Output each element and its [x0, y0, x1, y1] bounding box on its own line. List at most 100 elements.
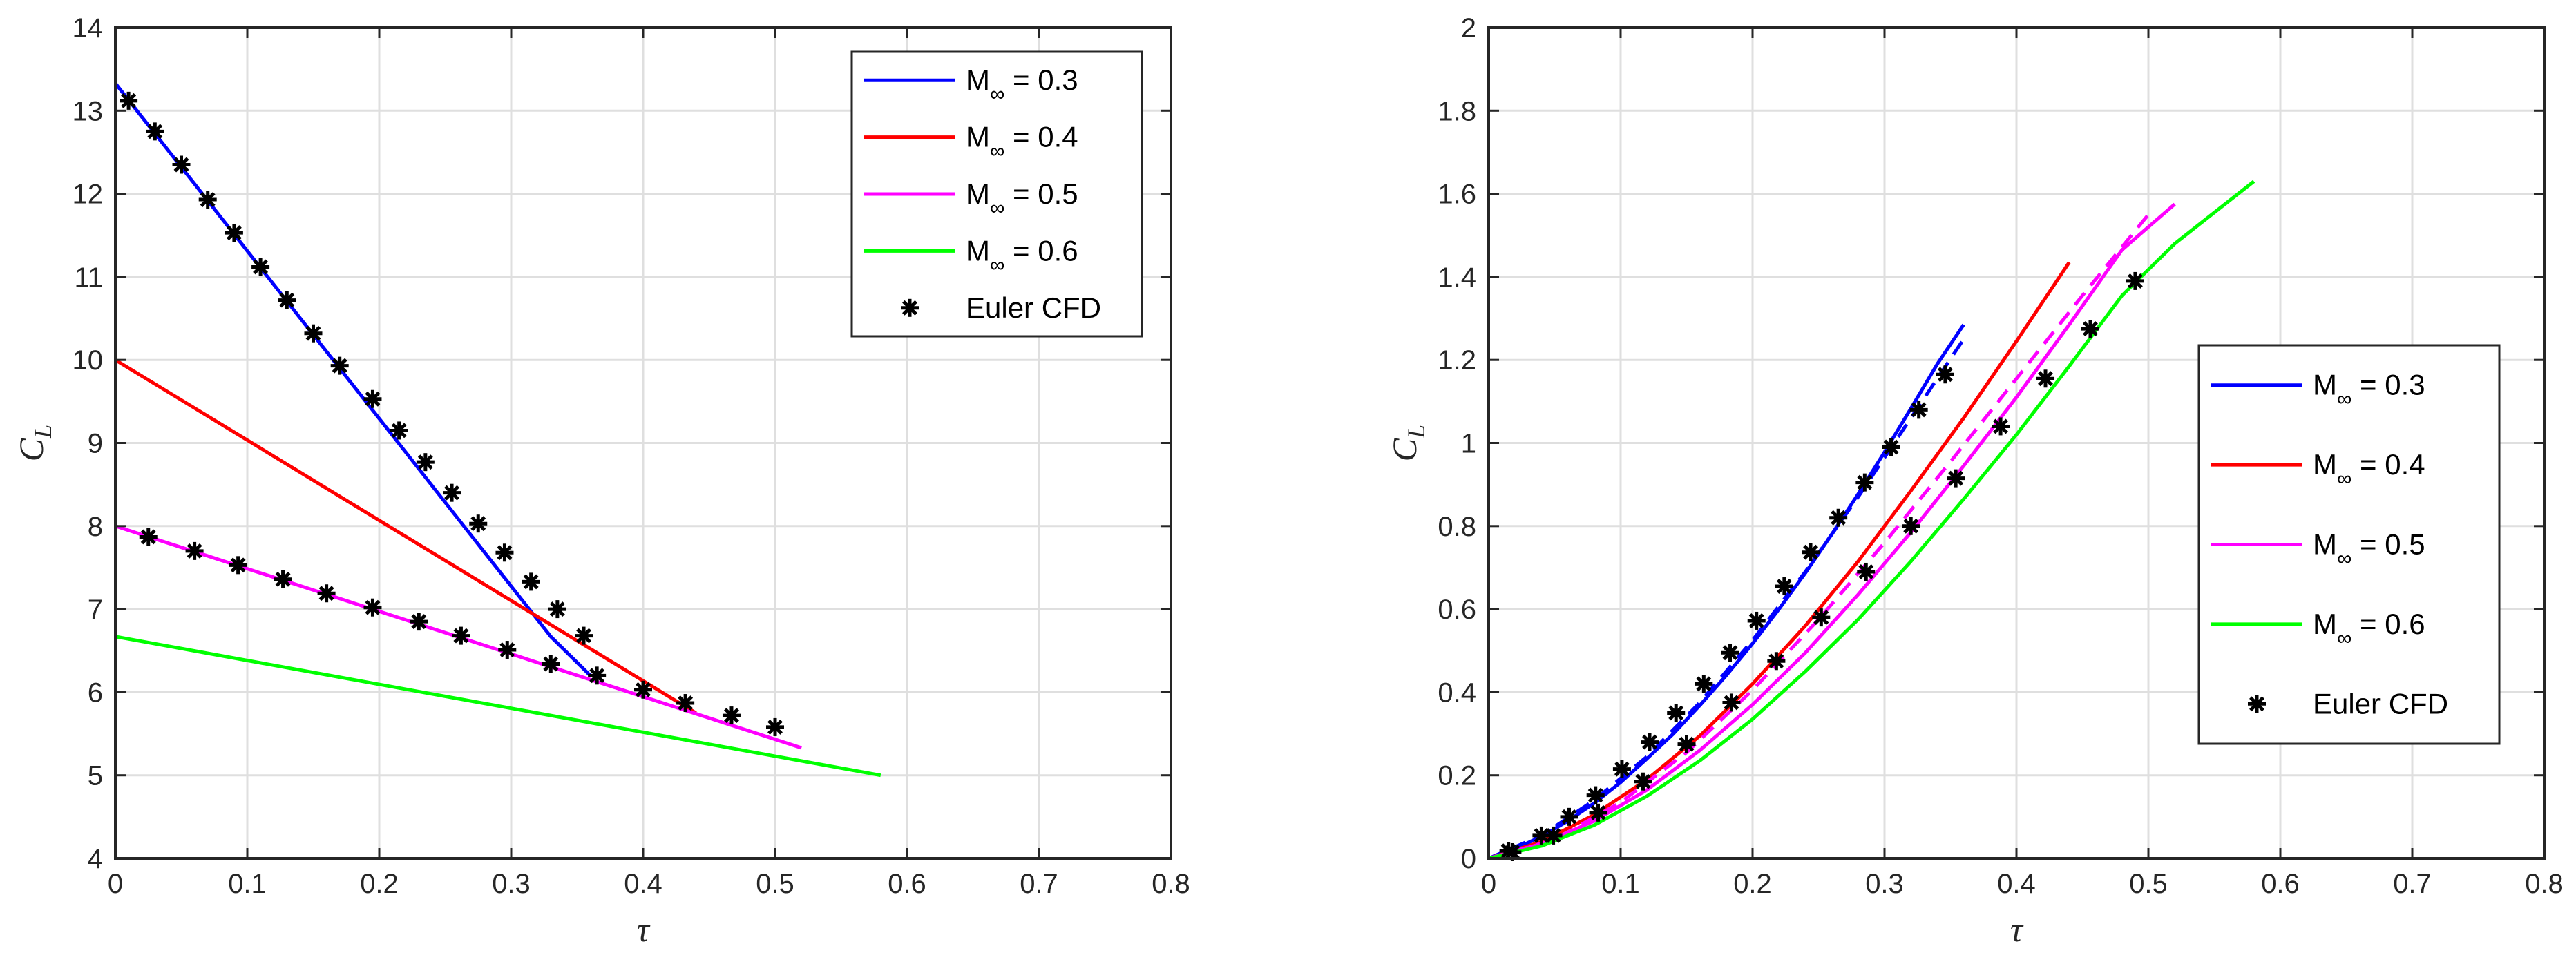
- right-data-point-marker: [1667, 704, 1686, 722]
- left-y-tick-label: 13: [73, 96, 104, 126]
- right-x-tick-label: 0.3: [1865, 869, 1904, 899]
- right-data-point-marker: [2081, 320, 2099, 338]
- left-x-tick-label: 0.6: [888, 869, 926, 899]
- left-y-tick-label: 8: [88, 512, 103, 542]
- left-x-tick-label: 0.5: [756, 869, 794, 899]
- right-data-point-marker: [1532, 826, 1551, 845]
- left-y-tick-label: 7: [88, 595, 103, 625]
- left-data-point-marker: [410, 613, 428, 631]
- right-x-tick-label: 0.4: [1997, 869, 2036, 899]
- left-data-point-marker: [575, 626, 593, 645]
- left-data-point-marker: [120, 91, 138, 110]
- left-data-point-marker: [278, 291, 296, 309]
- left-data-point-marker: [588, 666, 607, 685]
- left-data-point-marker: [469, 514, 488, 533]
- right-x-tick-label: 0.5: [2129, 869, 2168, 899]
- right-data-point-marker: [1802, 543, 1820, 561]
- right-series-line-3: [1488, 261, 2071, 860]
- right-data-point-marker: [1722, 693, 1741, 712]
- right-data-point-marker: [1829, 508, 1848, 527]
- right-x-tick-label: 0.1: [1601, 869, 1640, 899]
- left-data-point-marker: [542, 655, 560, 673]
- left-data-point-marker: [443, 483, 461, 502]
- left-x-tick-label: 0.4: [624, 869, 662, 899]
- right-ticks: 0 0.1 0.2 0.3 0.4 0.5 0.6 0.7 0.8 0 0.2 0.4 0.6 0.8 1 1…: [1438, 13, 2563, 899]
- left-data-point-marker: [363, 389, 382, 408]
- left-legend-label: M∞ = 0.4: [966, 121, 1078, 163]
- left-data-point-marker: [225, 224, 243, 242]
- left-plot-area: [114, 82, 881, 778]
- left-data-point-marker: [498, 641, 517, 659]
- right-x-tick-label: 0.8: [2525, 869, 2564, 899]
- left-data-point-marker: [185, 541, 204, 560]
- left-y-tick-label: 6: [88, 677, 103, 708]
- right-data-point-marker: [1947, 469, 1965, 488]
- right-data-point-marker: [1857, 562, 1876, 581]
- right-y-tick-label: 1.8: [1438, 96, 1476, 126]
- left-y-axis-label: CL: [12, 425, 57, 461]
- right-y-tick-label: 0.4: [1438, 677, 1476, 708]
- right-plot-area: [1488, 180, 2255, 861]
- left-y-tick-label: 10: [73, 345, 104, 376]
- right-legend-marker-swatch: [2248, 695, 2266, 713]
- left-data-point-marker: [330, 356, 349, 375]
- left-data-point-marker: [363, 598, 382, 617]
- left-legend-label: M∞ = 0.3: [966, 64, 1078, 106]
- right-y-tick-label: 1: [1461, 429, 1476, 459]
- left-series-line-2: [114, 358, 697, 715]
- left-data-point-marker: [139, 528, 158, 546]
- left-y-tick-label: 9: [88, 429, 103, 459]
- left-data-point-marker: [634, 680, 652, 699]
- left-data-point-marker: [229, 556, 247, 575]
- right-data-point-marker: [1992, 417, 2010, 436]
- left-data-point-marker: [146, 122, 164, 141]
- left-legend-label: Euler CFD: [966, 291, 1101, 324]
- left-x-tick-label: 0.1: [228, 869, 267, 899]
- left-x-tick-label: 0.3: [492, 869, 531, 899]
- left-data-point-marker: [172, 155, 191, 174]
- left-data-point-marker: [766, 717, 784, 736]
- right-data-point-marker: [1747, 611, 1766, 630]
- right-data-point-marker: [1812, 608, 1831, 627]
- right-data-point-marker: [1721, 644, 1739, 662]
- left-data-point-marker: [390, 421, 408, 440]
- right-legend-label: M∞ = 0.5: [2313, 528, 2425, 570]
- right-data-point-marker: [1589, 803, 1607, 822]
- right-legend-label: Euler CFD: [2313, 687, 2448, 720]
- right-data-point-marker: [1586, 786, 1605, 804]
- left-data-point-marker: [251, 258, 270, 276]
- right-y-tick-label: 1.2: [1438, 345, 1476, 376]
- right-x-tick-label: 0.7: [2393, 869, 2432, 899]
- right-data-point-marker: [1882, 438, 1900, 456]
- left-legend-label: M∞ = 0.6: [966, 234, 1078, 276]
- left-y-tick-label: 14: [73, 13, 104, 44]
- left-data-point-marker: [452, 626, 470, 645]
- right-y-axis-label: CL: [1385, 425, 1430, 461]
- left-ticks: 0 0.1 0.2 0.3 0.4 0.5 0.6 0.7 0.8 4 5 6 7 8 9 10 11 12 13 1…: [73, 13, 1190, 899]
- right-y-tick-label: 0.6: [1438, 595, 1476, 625]
- right-data-point-marker: [1612, 760, 1631, 778]
- right-x-tick-label: 0.6: [2261, 869, 2300, 899]
- right-data-point-marker: [1902, 517, 1920, 535]
- right-data-point-marker: [2036, 369, 2055, 388]
- left-data-point-marker: [274, 570, 292, 588]
- right-series-line-6: [1488, 180, 2255, 860]
- left-data-point-marker: [722, 706, 741, 725]
- right-data-point-marker: [1641, 733, 1659, 751]
- left-data-point-marker: [495, 543, 514, 562]
- left-x-tick-label: 0.7: [1020, 869, 1058, 899]
- left-x-axis-label: τ: [637, 910, 651, 949]
- left-data-point-marker: [317, 584, 336, 603]
- left-series-line-4: [115, 635, 881, 778]
- left-legend: M∞ = 0.3 M∞ = 0.4 M∞ = 0.5 M∞ = 0.6 Euler CF…: [850, 50, 1143, 338]
- right-chart: 0 0.1 0.2 0.3 0.4 0.5 0.6 0.7 0.8 0 0.2 0.4 0.6 0.8 1 1…: [1385, 13, 2564, 949]
- left-y-tick-label: 4: [88, 844, 103, 874]
- left-data-point-marker: [416, 453, 435, 472]
- right-y-tick-label: 0.8: [1438, 512, 1476, 542]
- right-data-point-marker: [1695, 675, 1713, 693]
- right-legend-label: M∞ = 0.4: [2313, 448, 2425, 490]
- right-data-point-marker: [1544, 826, 1563, 845]
- left-legend-label: M∞ = 0.5: [966, 177, 1078, 220]
- left-data-point-marker: [676, 694, 695, 713]
